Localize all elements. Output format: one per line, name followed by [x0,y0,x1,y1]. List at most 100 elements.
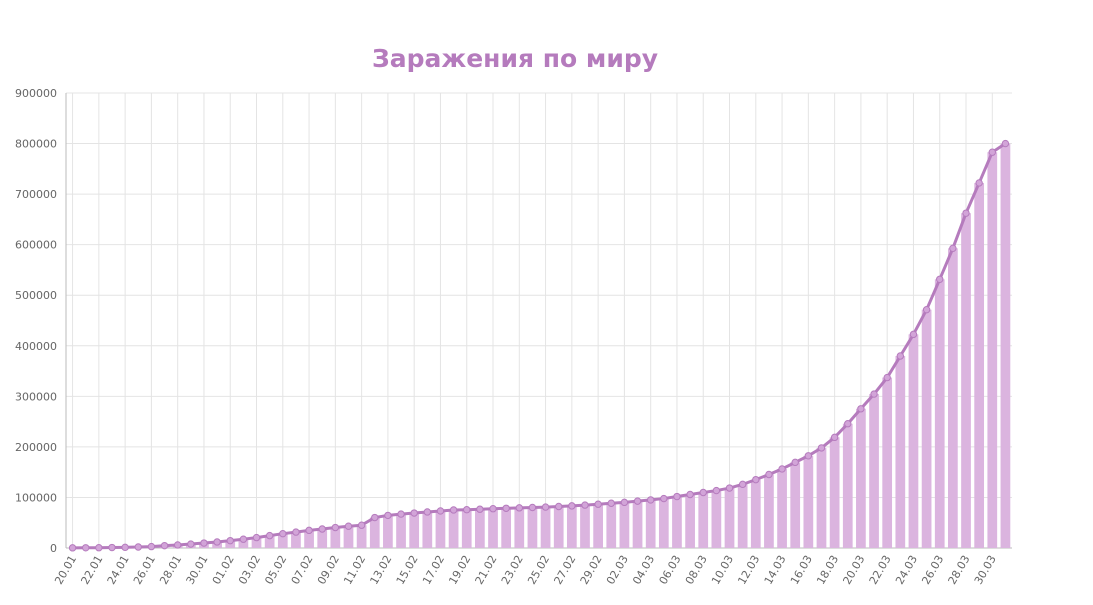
bar [461,509,472,548]
data-point [949,244,957,253]
bar [790,462,801,548]
data-point [686,490,694,499]
data-point [699,488,707,497]
data-point [568,502,576,510]
data-point [449,506,458,514]
data-point [357,521,366,529]
x-tick-label: 04.03 [630,553,657,587]
data-point [108,543,116,552]
x-tick-label: 02.03 [604,553,631,587]
data-point [791,458,799,467]
data-point [134,543,142,551]
data-point [187,540,195,548]
bar [856,408,866,548]
x-tick-label: 26.01 [131,553,158,587]
data-point [239,535,248,543]
data-point [817,444,826,452]
bar [934,279,945,548]
bar [514,507,525,548]
data-point [883,373,891,382]
data-point [344,522,353,530]
data-point [436,507,445,515]
data-point [279,529,287,538]
bar [750,479,761,548]
y-tick-label: 700000 [15,188,57,201]
data-point [870,390,878,398]
x-tick-label: 16.03 [788,553,815,587]
bar [895,355,906,548]
y-tick-label: 0 [50,542,57,555]
y-tick-label: 400000 [15,340,57,353]
data-point [896,352,905,360]
data-point [857,405,865,413]
bar [803,455,814,548]
bar [435,510,446,548]
bar [251,537,262,548]
bar [987,152,998,548]
bar [383,515,393,548]
data-point [712,486,721,495]
data-point [318,525,326,533]
data-point [226,536,234,545]
data-point [292,528,300,536]
bar [291,532,301,548]
bar [488,508,498,548]
x-tick-label: 18.03 [814,553,841,587]
bar [369,517,380,548]
data-point [660,494,668,503]
bar [974,182,985,548]
x-tick-label: 17.02 [420,553,447,587]
data-point [633,497,642,505]
data-point [147,542,156,551]
data-point [778,465,786,473]
y-tick-label: 500000 [15,289,57,302]
data-point [423,508,432,516]
bar [396,514,406,548]
x-tick-label: 05.02 [262,553,289,587]
data-point [384,511,392,520]
data-point [738,480,747,489]
bar [343,526,354,548]
data-point [489,505,497,513]
bar [645,499,656,548]
data-point [673,492,681,501]
bar [330,527,341,548]
bar [948,248,958,548]
y-tick-label: 300000 [15,390,57,403]
data-point [607,499,615,507]
bar [1000,143,1011,549]
data-point [646,496,655,504]
data-point [252,533,261,542]
data-point [265,531,274,540]
data-point [331,523,340,532]
bar [356,525,367,548]
x-tick-label: 12.03 [735,553,762,587]
data-point [620,498,629,507]
chart-title: Заражения по миру [371,44,659,73]
data-point [160,541,169,550]
bar [409,513,420,548]
y-tick-label: 200000 [15,441,57,454]
data-point [752,475,760,484]
bar [842,423,853,548]
data-point [988,148,996,156]
data-point [922,305,931,314]
x-tick-label: 03.02 [236,553,263,587]
data-point [476,505,484,513]
x-tick-label: 20.01 [52,553,79,587]
x-tick-label: 07.02 [289,553,316,587]
data-point [975,179,983,187]
bar [711,490,722,548]
bar [724,488,735,548]
x-tick-label: 28.03 [946,553,973,587]
bar [553,506,564,548]
x-tick-label: 26.03 [919,553,946,587]
bar [238,539,249,548]
data-point [200,539,208,547]
data-point [804,452,813,460]
x-tick-label: 08.03 [683,553,710,587]
bar [264,535,275,548]
bar [527,507,538,548]
